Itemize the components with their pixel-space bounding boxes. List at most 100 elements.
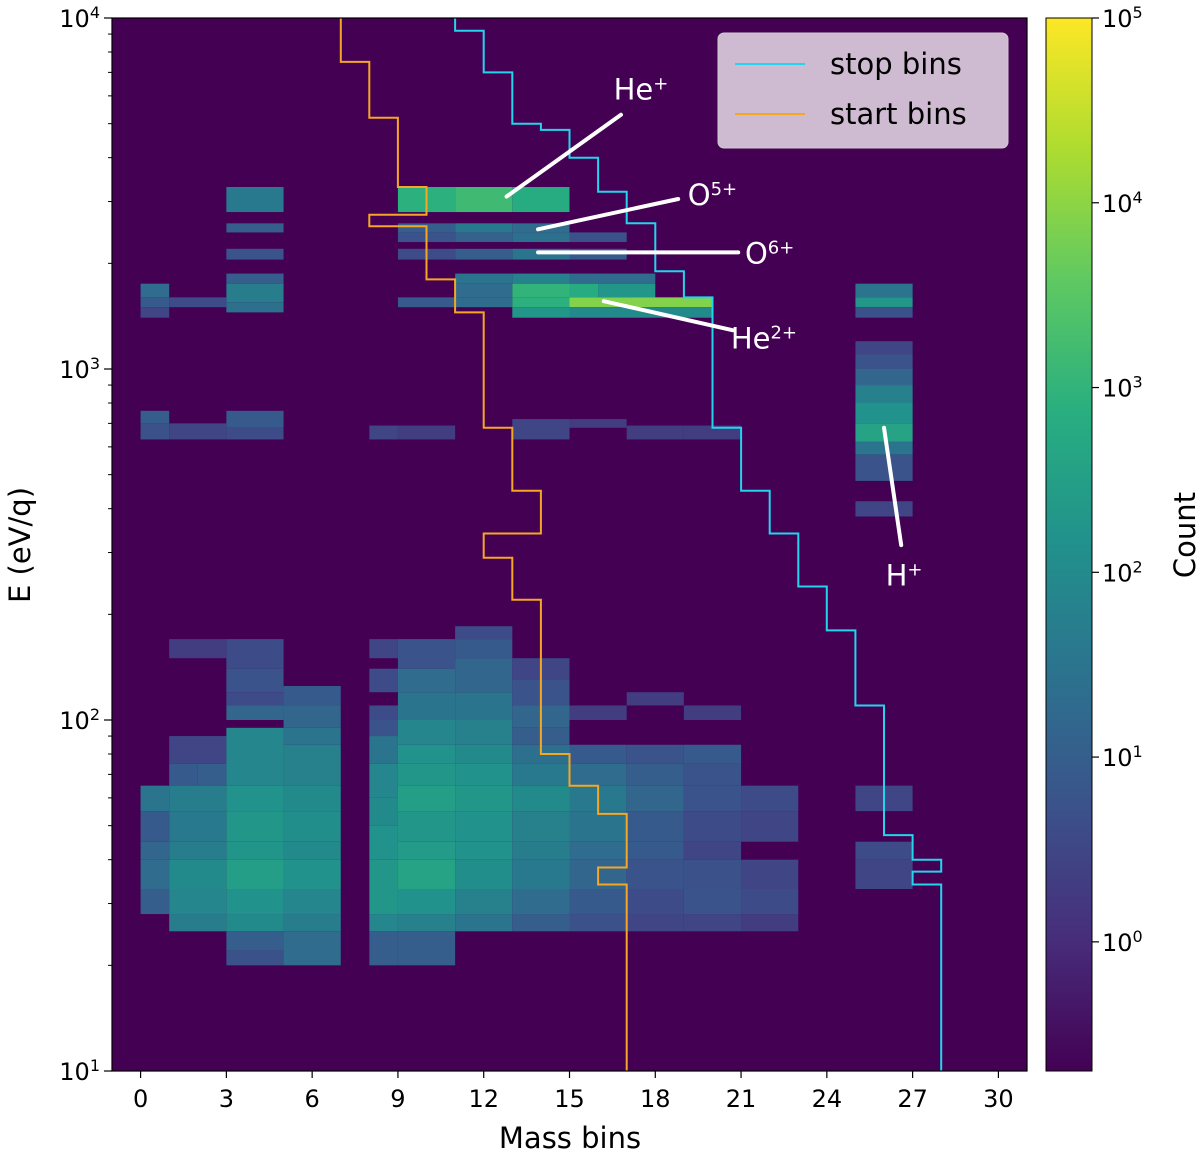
heatmap-cell — [140, 841, 170, 860]
y-tick-label: 102 — [59, 705, 100, 736]
heatmap-cell — [226, 931, 284, 951]
heatmap-cell — [140, 859, 170, 890]
colorbar-tick-label: 105 — [1102, 3, 1143, 34]
heatmap-cell — [397, 668, 456, 693]
heatmap-cell — [397, 763, 456, 786]
heatmap-cell — [455, 720, 513, 745]
heatmap-cell — [569, 273, 656, 284]
heatmap-cell — [626, 785, 684, 812]
heatmap-cell — [283, 705, 341, 728]
heatmap-cell — [226, 223, 284, 233]
heatmap-cell — [169, 859, 227, 890]
heatmap-cell — [369, 425, 398, 440]
heatmap-cell — [569, 297, 713, 308]
heatmap-cell — [855, 297, 913, 308]
heatmap-cell — [569, 419, 627, 428]
heatmap-cell — [283, 685, 341, 706]
heatmap-cell — [283, 727, 341, 745]
annotation-label-hplus: H+ — [886, 558, 923, 592]
heatmap-cell — [226, 273, 284, 284]
heatmap-cell — [683, 425, 742, 440]
heatmap-cell — [397, 859, 456, 890]
heatmap-cell — [626, 811, 684, 842]
heatmap-cell — [855, 385, 913, 404]
heatmap-cell — [512, 889, 570, 915]
heatmap-cell — [855, 283, 913, 298]
heatmap-cell — [569, 307, 713, 318]
heatmap-cell — [226, 889, 284, 915]
annotation-label-he2plus: He2+ — [731, 321, 797, 355]
x-tick-label: 15 — [554, 1085, 585, 1113]
heatmap-cell — [512, 859, 570, 890]
colorbar — [1045, 17, 1093, 1072]
heatmap-cell — [512, 232, 570, 243]
heatmap-cell — [397, 931, 456, 966]
heatmap-cell — [226, 410, 284, 428]
colorbar-tick-label: 101 — [1102, 742, 1143, 773]
heatmap-cell — [512, 283, 570, 298]
heatmap-cell — [226, 668, 284, 693]
x-tick-label: 18 — [640, 1085, 671, 1113]
x-tick-label: 30 — [983, 1085, 1014, 1113]
heatmap-cell — [626, 859, 684, 890]
heatmap-cell — [855, 441, 913, 455]
heatmap-cell — [397, 720, 456, 745]
heatmap-cell — [569, 744, 627, 764]
colorbar-tick-label: 100 — [1102, 926, 1143, 957]
heatmap-cell — [226, 427, 284, 440]
annotation-pointer-heplus — [504, 112, 623, 199]
heatmap-cell — [283, 889, 341, 915]
heatmap-cell — [855, 354, 913, 369]
heatmap-cell — [283, 914, 341, 932]
heatmap-cell — [512, 419, 570, 440]
heatmap-cell — [683, 889, 742, 915]
heatmap-cell — [226, 705, 284, 720]
heatmap-cell — [397, 297, 456, 308]
heatmap-cell — [283, 841, 341, 860]
legend-label-start-bins: start bins — [830, 97, 967, 131]
heatmap-cell — [855, 501, 913, 517]
annotation-label-o5plus: O5+ — [688, 178, 737, 212]
heatmap-cell — [226, 187, 284, 213]
heatmap-cell — [226, 248, 284, 260]
x-tick-label: 9 — [390, 1085, 405, 1113]
x-tick-label: 21 — [726, 1085, 757, 1113]
heatmap-cell — [569, 914, 627, 932]
annotation-pointer-he2plus — [601, 299, 735, 333]
heatmap-cell — [397, 785, 456, 812]
heatmap-cell — [397, 841, 456, 860]
heatmap-cell — [369, 736, 398, 764]
heatmap-cell — [455, 232, 513, 243]
x-axis-label: Mass bins — [499, 1121, 641, 1155]
heatmap-cell — [283, 859, 341, 890]
heatmap-cell — [741, 785, 799, 812]
heatmap-cell — [226, 950, 284, 966]
heatmap-cell — [397, 889, 456, 915]
heatmap-cell — [455, 841, 513, 860]
heatmap-cell — [169, 889, 227, 915]
heatmap-cell — [683, 914, 742, 932]
heatmap-cell — [683, 859, 742, 890]
heatmap-cell — [140, 423, 170, 440]
heatmap-cell — [626, 914, 684, 932]
heatmap-cell — [140, 785, 170, 812]
heatmap-cell — [455, 859, 513, 890]
heatmap-cell — [455, 763, 513, 786]
heatmap-cell — [512, 273, 570, 284]
heatmap-cell — [455, 297, 513, 308]
heatmap-cell — [140, 297, 170, 308]
heatmap-cell — [140, 811, 170, 842]
x-tick-label: 12 — [468, 1085, 499, 1113]
heatmap-cell — [369, 720, 398, 737]
heatmap-cell — [369, 825, 398, 860]
heatmap-cell — [226, 639, 284, 669]
heatmap-cell — [226, 692, 284, 706]
heatmap-cell — [455, 283, 513, 298]
heatmap-cell — [226, 727, 284, 786]
colorbar-label: Count — [1168, 492, 1200, 578]
heatmap-cell — [226, 914, 284, 932]
heatmap-cell — [369, 668, 398, 693]
legend: stop bins start bins — [717, 32, 1009, 149]
heatmap-cell — [226, 859, 284, 890]
colorbar-tick-label: 103 — [1102, 372, 1143, 403]
